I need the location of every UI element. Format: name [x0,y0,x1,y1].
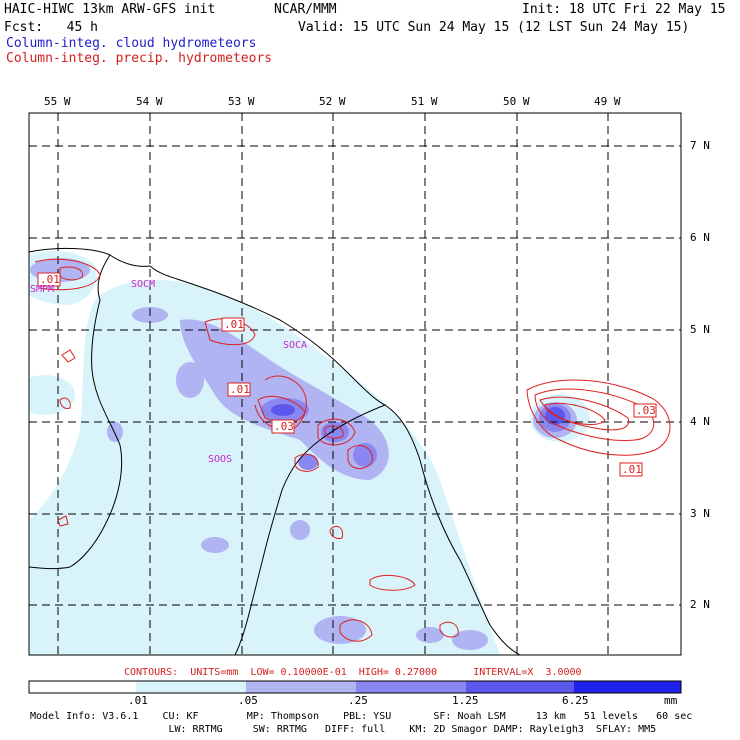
contour-value-label: .03 [274,420,294,433]
contour-value-label: .01 [40,273,60,286]
precip-contours [34,258,671,642]
lat-label: 7 N [690,139,710,152]
station-label: SMPM [30,284,55,295]
valid-time: Valid: 15 UTC Sun 24 May 15 (12 LST Sun … [298,20,690,35]
field-legend-cloud: Column-integ. cloud hydrometeors [6,36,257,51]
lon-label: 54 W [136,95,163,108]
station-label: SOCA [283,340,308,351]
station-label: SOOS [208,454,233,465]
lon-label: 50 W [503,95,530,108]
station-label: SOCM [131,279,156,290]
colorbar-tick: 1.25 [452,694,479,707]
contour-label-boxes [37,272,657,477]
lat-label: 3 N [690,507,710,520]
lon-label: 55 W [44,95,71,108]
colorbar-tick: .25 [348,694,368,707]
model-info-line1: Model Info: V3.6.1 CU: KF MP: Thompson P… [30,711,693,722]
contour-info: CONTOURS: UNITS=mm LOW= 0.10000E-01 HIGH… [124,667,582,678]
colorbar-tick: 6.25 [562,694,589,707]
lon-label: 51 W [411,95,438,108]
lon-label: 52 W [319,95,346,108]
model-info-line2: LW: RRTMG SW: RRTMG DIFF: full KM: 2D Sm… [30,724,657,735]
colorbar-unit: mm [664,694,678,707]
colorbar-tick: .05 [238,694,258,707]
colorbar-tick: .01 [128,694,148,707]
lon-label: 49 W [594,95,621,108]
lon-label: 53 W [228,95,255,108]
contour-value-label: .03 [636,404,656,417]
forecast-hour: Fcst: 45 h [4,20,98,35]
cloud-shading [29,251,590,655]
coastline [29,247,521,655]
contour-value-label: .01 [230,383,250,396]
lat-label: 6 N [690,231,710,244]
lat-label: 4 N [690,415,710,428]
contour-value-label: .01 [622,463,642,476]
model-title: HAIC-HIWC 13km ARW-GFS init [4,2,216,17]
org-label: NCAR/MMM [274,2,337,17]
init-time: Init: 18 UTC Fri 22 May 15 [522,2,726,17]
field-legend-precip: Column-integ. precip. hydrometeors [6,51,273,66]
contour-value-label: .01 [224,318,244,331]
lat-label: 2 N [690,598,710,611]
lat-lon-grid [29,113,681,655]
plot-frame [28,112,682,656]
colorbar [28,680,682,694]
lat-label: 5 N [690,323,710,336]
